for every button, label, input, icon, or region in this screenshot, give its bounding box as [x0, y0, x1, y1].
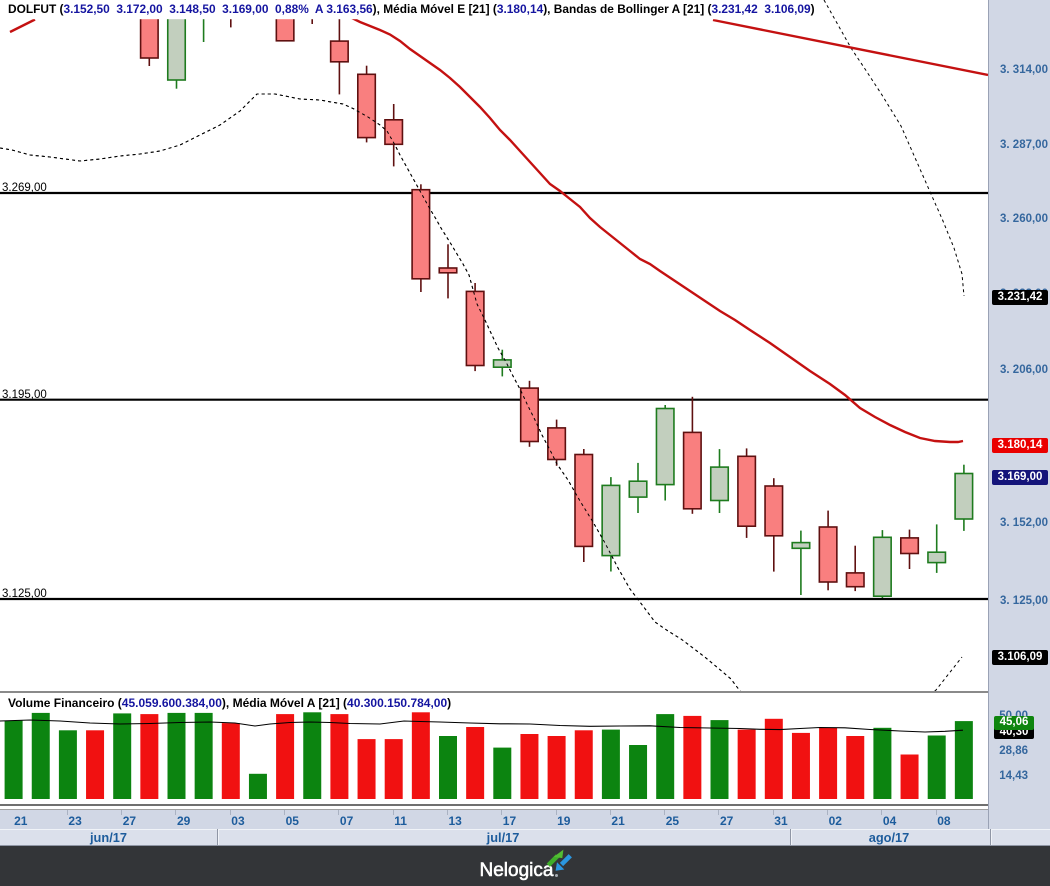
svg-text:3.269,00: 3.269,00 [2, 182, 47, 194]
svg-text:3.195,00: 3.195,00 [2, 389, 47, 401]
svg-text:3.125,00: 3.125,00 [2, 588, 47, 600]
